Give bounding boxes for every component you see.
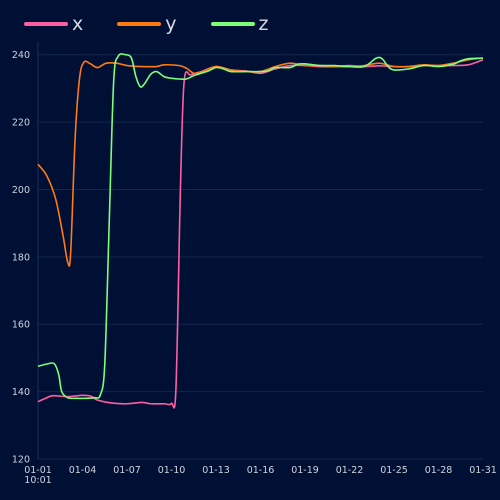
x-tick-label: 01-10 (158, 465, 186, 476)
x-tick-label: 01-13 (202, 465, 230, 476)
y-tick-label: 140 (12, 387, 30, 398)
x-tick-label: 01-31 (469, 465, 497, 476)
x-tick-label: 01-01 10:01 (24, 465, 52, 486)
series-line-z[interactable] (37, 53, 484, 400)
x-tick-label: 01-07 (113, 465, 141, 476)
x-tick-label: 01-22 (336, 465, 364, 476)
y-tick-label: 220 (12, 118, 30, 129)
y-tick-label: 240 (12, 50, 30, 61)
x-tick-label: 01-04 (69, 465, 97, 476)
legend-item-z[interactable]: z (210, 12, 269, 36)
x-tick-label: 01-16 (247, 465, 275, 476)
x-tick-label: 01-25 (380, 465, 408, 476)
x-tick-label: 01-28 (425, 465, 453, 476)
y-tick-label: 120 (12, 455, 30, 466)
axes: 120 140 160 180 200 220 240 01-01 10:01 01-04 01-0… (12, 42, 497, 486)
y-tick-label: 180 (12, 252, 30, 263)
legend-swatch-x (24, 22, 68, 26)
legend-label-z: z (258, 13, 269, 35)
y-tick-label: 200 (12, 185, 30, 196)
series-line-y[interactable] (37, 57, 484, 267)
legend-swatch-y (117, 22, 162, 26)
legend-swatch-z (210, 22, 255, 26)
series-lines (37, 53, 484, 409)
legend-item-x[interactable]: x (24, 12, 83, 36)
y-tick-label: 160 (12, 320, 30, 331)
legend-label-y: y (165, 13, 177, 35)
legend-label-x: x (72, 13, 84, 35)
legend: x y z (24, 12, 302, 36)
grid (38, 54, 483, 460)
x-tick-label: 01-19 (291, 465, 319, 476)
legend-item-y[interactable]: y (117, 12, 177, 36)
